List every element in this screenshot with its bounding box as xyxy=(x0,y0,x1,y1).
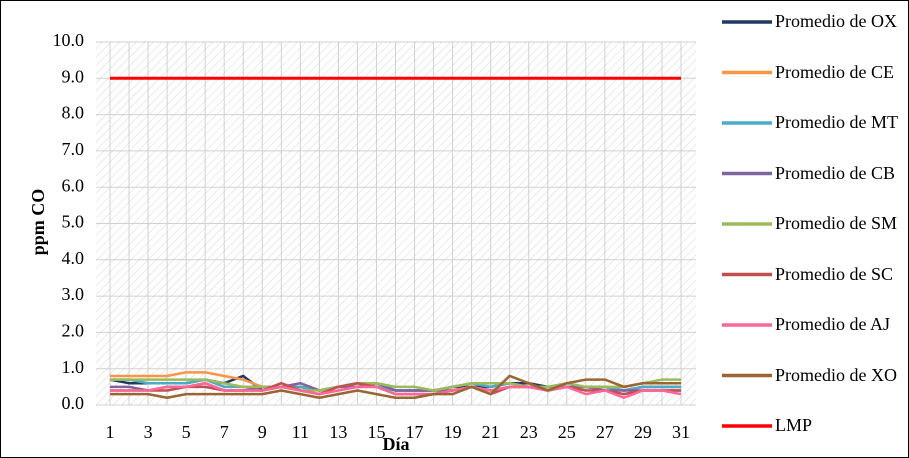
y-tick-label: 2.0 xyxy=(62,321,85,341)
x-tick-label: 9 xyxy=(258,422,267,442)
x-tick-label: 19 xyxy=(444,422,462,442)
legend-label: Promedio de XO xyxy=(775,364,897,385)
x-tick-label: 27 xyxy=(596,422,614,442)
x-tick-label: 29 xyxy=(634,422,652,442)
legend-label: Promedio de AJ xyxy=(775,314,890,334)
x-tick-label: 31 xyxy=(672,422,690,442)
legend-label: Promedio de SC xyxy=(775,263,894,284)
legend-label: Promedio de CB xyxy=(775,162,895,183)
x-tick-label: 7 xyxy=(220,422,229,442)
x-tick-label: 25 xyxy=(558,422,576,442)
x-axis-label: Día xyxy=(383,434,410,454)
x-tick-label: 3 xyxy=(144,422,153,442)
x-tick-label: 11 xyxy=(292,422,309,442)
y-tick-label: 6.0 xyxy=(62,175,85,195)
legend-label: Promedio de SM xyxy=(775,213,898,233)
y-tick-label: 1.0 xyxy=(62,357,85,377)
x-tick-label: 21 xyxy=(482,422,500,442)
series-line xyxy=(110,374,681,399)
x-tick-label: 5 xyxy=(182,422,191,442)
series-line xyxy=(110,381,682,399)
legend-label: Promedio de OX xyxy=(775,11,897,31)
x-tick-label: 13 xyxy=(329,422,347,442)
y-axis-label: ppm CO xyxy=(28,189,48,256)
x-tick-label: 17 xyxy=(406,422,424,442)
series-line xyxy=(110,378,681,392)
y-tick-label: 0.0 xyxy=(62,393,85,413)
x-tick-label: 15 xyxy=(367,422,385,442)
y-tick-label: 4.0 xyxy=(62,248,85,268)
y-tick-label: 5.0 xyxy=(62,212,85,232)
y-tick-label: 9.0 xyxy=(62,66,85,86)
y-tick-label: 7.0 xyxy=(62,139,85,159)
legend-label: Promedio de MT xyxy=(775,112,898,132)
x-tick-label: 23 xyxy=(520,422,538,442)
y-tick-label: 3.0 xyxy=(62,284,85,304)
x-tick-label: 1 xyxy=(106,422,115,442)
legend-label: LMP xyxy=(775,415,813,435)
y-tick-label: 10.0 xyxy=(53,30,85,50)
legend-label: Promedio de CE xyxy=(775,61,894,82)
y-tick-label: 8.0 xyxy=(62,103,85,123)
